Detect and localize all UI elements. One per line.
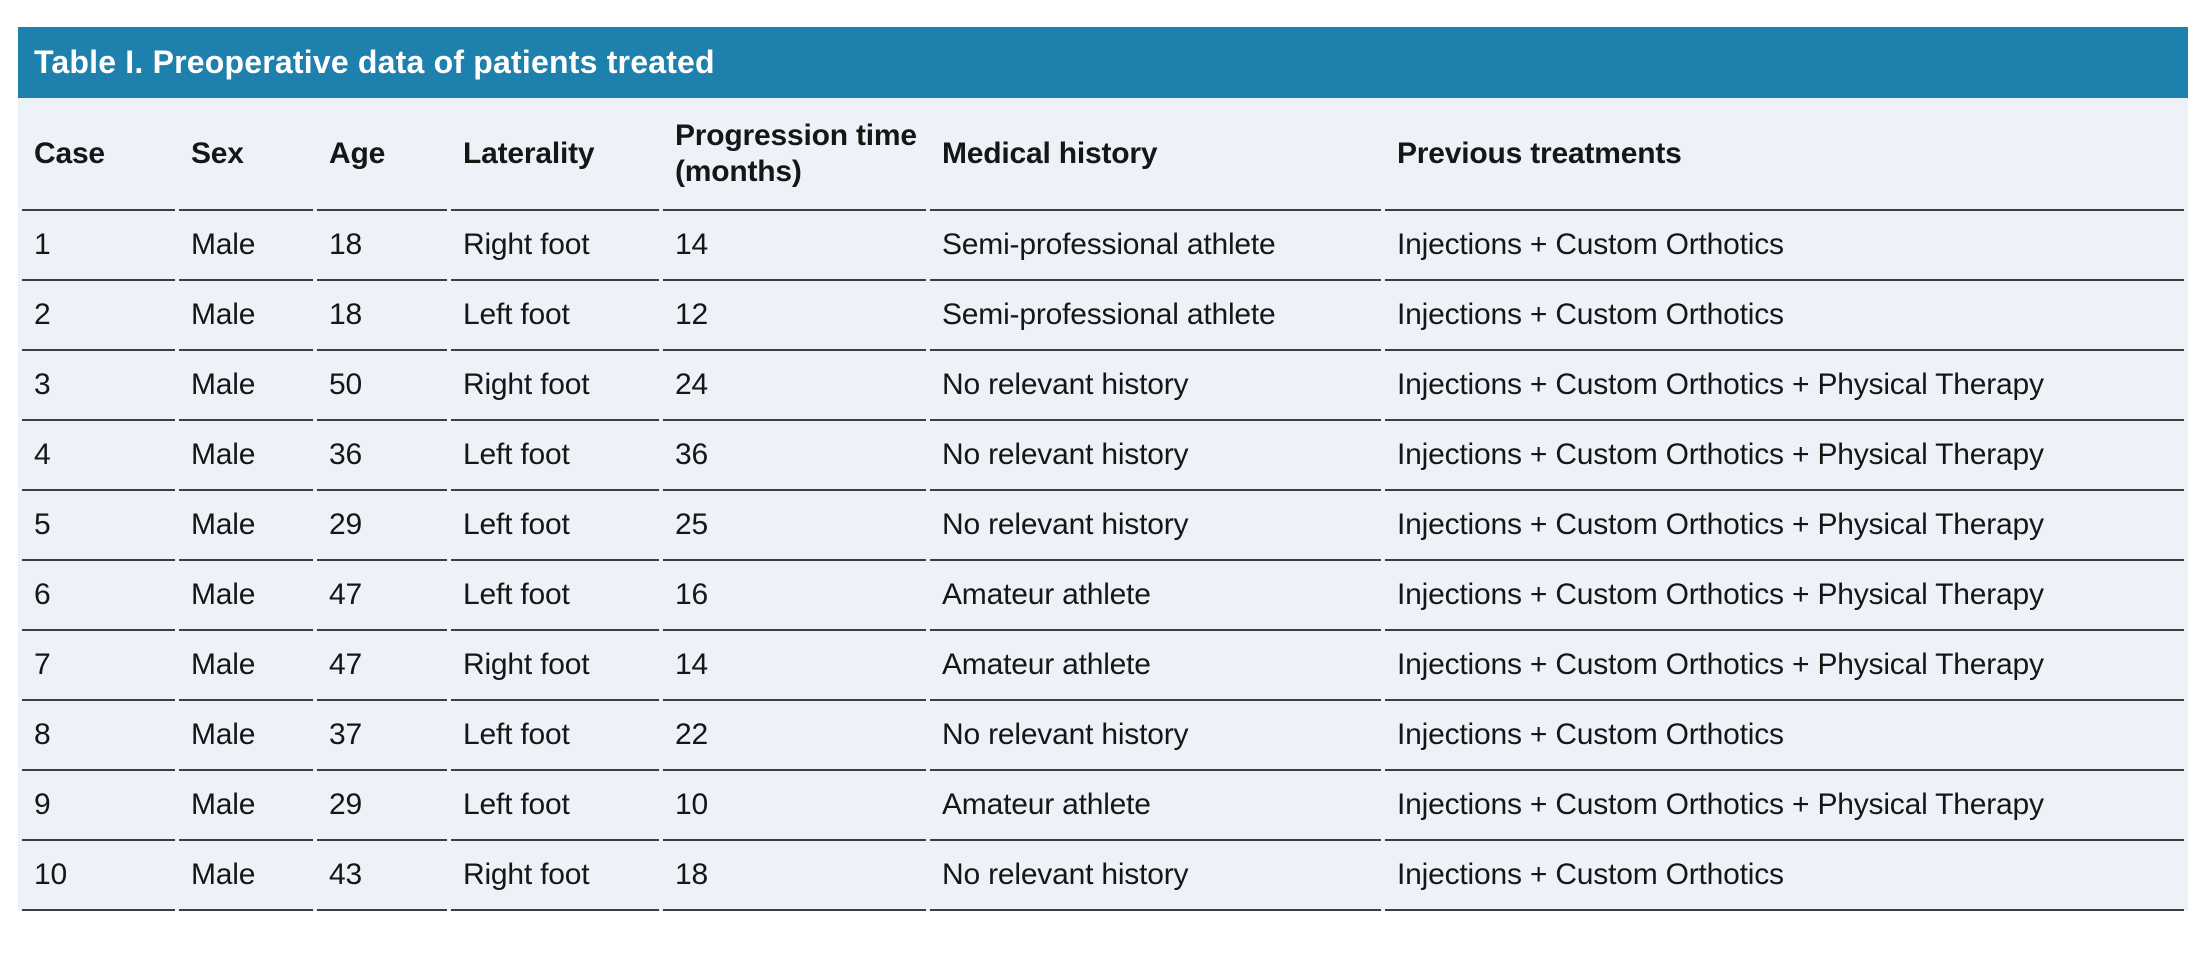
cell-previous-treatments: Injections + Custom Orthotics + Physical… xyxy=(1385,491,2184,561)
cell-progression-time-months: 24 xyxy=(663,351,926,421)
table-row: 1 Male 18 Right foot 14 Semi-professional ath… xyxy=(22,211,2184,281)
cell-age: 18 xyxy=(317,281,447,351)
cell-case: 7 xyxy=(22,631,175,701)
cell-progression-time-months: 36 xyxy=(663,421,926,491)
cell-previous-treatments: Injections + Custom Orthotics xyxy=(1385,701,2184,771)
column-header-progression-time-months: Progression time (months) xyxy=(663,98,926,211)
cell-medical-history: No relevant history xyxy=(930,421,1381,491)
cell-sex: Male xyxy=(179,561,313,631)
cell-previous-treatments: Injections + Custom Orthotics xyxy=(1385,841,2184,911)
cell-laterality: Left foot xyxy=(451,701,659,771)
cell-laterality: Left foot xyxy=(451,561,659,631)
table-header: Case Sex Age Laterality Progression time (mo… xyxy=(22,98,2184,211)
cell-sex: Male xyxy=(179,491,313,561)
cell-sex: Male xyxy=(179,211,313,281)
cell-age: 43 xyxy=(317,841,447,911)
cell-case: 3 xyxy=(22,351,175,421)
cell-age: 36 xyxy=(317,421,447,491)
cell-case: 6 xyxy=(22,561,175,631)
cell-progression-time-months: 12 xyxy=(663,281,926,351)
cell-progression-time-months: 14 xyxy=(663,631,926,701)
cell-laterality: Left foot xyxy=(451,421,659,491)
table-row: 3 Male 50 Right foot 24 No relevant history In… xyxy=(22,351,2184,421)
cell-sex: Male xyxy=(179,281,313,351)
cell-laterality: Right foot xyxy=(451,351,659,421)
cell-laterality: Left foot xyxy=(451,281,659,351)
cell-previous-treatments: Injections + Custom Orthotics + Physical… xyxy=(1385,421,2184,491)
cell-previous-treatments: Injections + Custom Orthotics + Physical… xyxy=(1385,771,2184,841)
column-header-sex: Sex xyxy=(179,98,313,211)
preoperative-data-table-card: Table I. Preoperative data of patients t… xyxy=(18,27,2188,911)
table-title-bar: Table I. Preoperative data of patients t… xyxy=(18,27,2188,98)
cell-progression-time-months: 10 xyxy=(663,771,926,841)
table-row: 7 Male 47 Right foot 14 Amateur athlete Inject… xyxy=(22,631,2184,701)
cell-previous-treatments: Injections + Custom Orthotics + Physical… xyxy=(1385,351,2184,421)
cell-progression-time-months: 16 xyxy=(663,561,926,631)
table-body: 1 Male 18 Right foot 14 Semi-professional ath… xyxy=(22,211,2184,911)
cell-age: 47 xyxy=(317,631,447,701)
column-header-previous-treatments: Previous treatments xyxy=(1385,98,2184,211)
patients-table: Case Sex Age Laterality Progression time (mo… xyxy=(18,98,2188,911)
cell-medical-history: No relevant history xyxy=(930,351,1381,421)
cell-laterality: Right foot xyxy=(451,631,659,701)
cell-age: 47 xyxy=(317,561,447,631)
cell-sex: Male xyxy=(179,421,313,491)
column-header-age: Age xyxy=(317,98,447,211)
cell-medical-history: Amateur athlete xyxy=(930,771,1381,841)
cell-case: 5 xyxy=(22,491,175,561)
cell-laterality: Right foot xyxy=(451,211,659,281)
header-row: Case Sex Age Laterality Progression time (mo… xyxy=(22,98,2184,211)
cell-age: 37 xyxy=(317,701,447,771)
cell-medical-history: Semi-professional athlete xyxy=(930,281,1381,351)
cell-age: 29 xyxy=(317,491,447,561)
cell-laterality: Left foot xyxy=(451,771,659,841)
cell-medical-history: No relevant history xyxy=(930,841,1381,911)
cell-case: 9 xyxy=(22,771,175,841)
cell-sex: Male xyxy=(179,841,313,911)
column-header-medical-history: Medical history xyxy=(930,98,1381,211)
cell-medical-history: Semi-professional athlete xyxy=(930,211,1381,281)
cell-laterality: Left foot xyxy=(451,491,659,561)
cell-case: 4 xyxy=(22,421,175,491)
cell-previous-treatments: Injections + Custom Orthotics + Physical… xyxy=(1385,631,2184,701)
cell-case: 1 xyxy=(22,211,175,281)
table-row: 5 Male 29 Left foot 25 No relevant history Inj… xyxy=(22,491,2184,561)
column-header-laterality: Laterality xyxy=(451,98,659,211)
table-row: 8 Male 37 Left foot 22 No relevant history Inj… xyxy=(22,701,2184,771)
cell-case: 8 xyxy=(22,701,175,771)
cell-previous-treatments: Injections + Custom Orthotics + Physical… xyxy=(1385,561,2184,631)
cell-sex: Male xyxy=(179,351,313,421)
cell-age: 29 xyxy=(317,771,447,841)
cell-case: 2 xyxy=(22,281,175,351)
cell-age: 18 xyxy=(317,211,447,281)
cell-sex: Male xyxy=(179,771,313,841)
table-row: 6 Male 47 Left foot 16 Amateur athlete Injecti… xyxy=(22,561,2184,631)
cell-progression-time-months: 18 xyxy=(663,841,926,911)
cell-previous-treatments: Injections + Custom Orthotics xyxy=(1385,211,2184,281)
cell-progression-time-months: 25 xyxy=(663,491,926,561)
table-row: 2 Male 18 Left foot 12 Semi-professional athl… xyxy=(22,281,2184,351)
cell-case: 10 xyxy=(22,841,175,911)
table-row: 10 Male 43 Right foot 18 No relevant history I… xyxy=(22,841,2184,911)
column-header-case: Case xyxy=(22,98,175,211)
table-row: 9 Male 29 Left foot 10 Amateur athlete Injecti… xyxy=(22,771,2184,841)
cell-sex: Male xyxy=(179,701,313,771)
cell-medical-history: No relevant history xyxy=(930,701,1381,771)
cell-medical-history: Amateur athlete xyxy=(930,561,1381,631)
table-row: 4 Male 36 Left foot 36 No relevant history Inj… xyxy=(22,421,2184,491)
cell-sex: Male xyxy=(179,631,313,701)
table-title: Table I. Preoperative data of patients t… xyxy=(34,44,715,80)
cell-previous-treatments: Injections + Custom Orthotics xyxy=(1385,281,2184,351)
cell-medical-history: Amateur athlete xyxy=(930,631,1381,701)
cell-progression-time-months: 22 xyxy=(663,701,926,771)
cell-medical-history: No relevant history xyxy=(930,491,1381,561)
cell-laterality: Right foot xyxy=(451,841,659,911)
cell-age: 50 xyxy=(317,351,447,421)
cell-progression-time-months: 14 xyxy=(663,211,926,281)
